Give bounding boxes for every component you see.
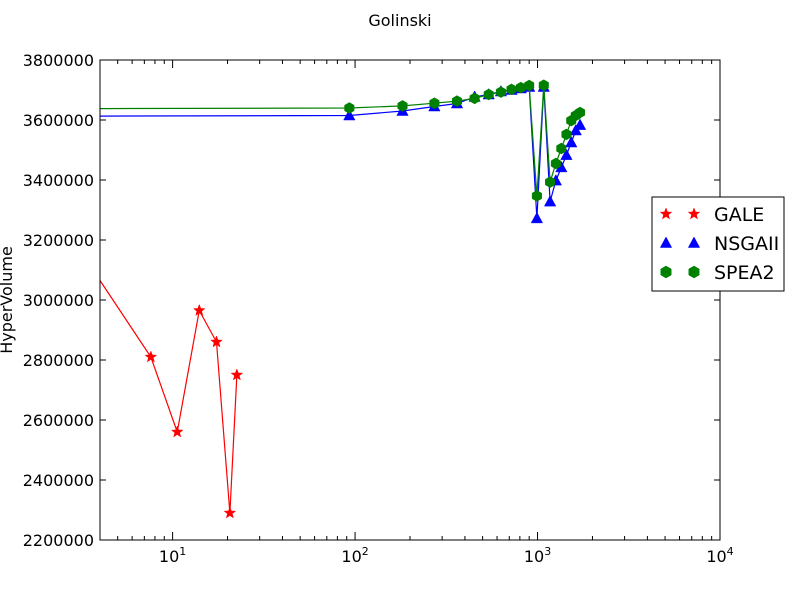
- data-point-nsgaii: [543, 195, 557, 207]
- data-point-spea2: [531, 190, 542, 202]
- x-tick-group: 101 102 103 104: [99, 60, 734, 566]
- chart-title: Golinski: [368, 11, 431, 30]
- y-tick-label: 2600000: [23, 411, 94, 430]
- series-line-nsgaii: [99, 86, 581, 219]
- x-tick-exponent: 1: [179, 545, 186, 558]
- data-point-nsgaii: [573, 118, 587, 130]
- x-tick-base: 10: [341, 547, 361, 566]
- data-point-gale: [210, 335, 223, 348]
- series-spea2: [99, 79, 586, 202]
- series-nsgaii: [99, 80, 587, 224]
- y-tick-label: 3200000: [23, 231, 94, 250]
- x-tick-exponent: 4: [727, 545, 734, 558]
- series-line-gale: [99, 280, 238, 514]
- y-tick-label: 3400000: [23, 171, 94, 190]
- legend-label-gale: GALE: [714, 204, 764, 226]
- data-point-spea2: [429, 97, 440, 109]
- y-tick-label: 2200000: [23, 531, 94, 550]
- legend-entry-spea2: SPEA2: [660, 262, 775, 284]
- series-line-spea2: [99, 84, 581, 196]
- x-tick-base: 10: [524, 547, 544, 566]
- legend-box: [651, 196, 785, 292]
- x-tick-label: 103: [524, 545, 551, 566]
- legend: GALE NSGAII SPEA2: [651, 196, 785, 292]
- data-point-gale: [223, 506, 237, 519]
- data-point-nsgaii: [343, 108, 356, 121]
- series-layer: [99, 79, 587, 519]
- data-point-spea2: [495, 86, 506, 98]
- plot-frame: [99, 59, 721, 541]
- x-tick-label: 104: [706, 545, 733, 566]
- data-point-nsgaii: [565, 135, 578, 148]
- data-point-spea2: [397, 100, 408, 112]
- data-point-gale: [170, 425, 184, 438]
- x-tick-base: 10: [706, 547, 726, 566]
- legend-marker-spea2: [688, 265, 700, 279]
- data-point-spea2: [545, 176, 556, 188]
- legend-marker-nsgaii: [659, 236, 673, 248]
- x-tick-exponent: 3: [544, 545, 551, 558]
- data-point-gale: [230, 368, 244, 381]
- series-gale: [99, 280, 244, 519]
- y-tick-label: 2800000: [23, 351, 94, 370]
- data-point-gale: [192, 303, 206, 316]
- data-point-spea2: [550, 157, 561, 170]
- data-point-spea2: [344, 102, 355, 114]
- data-point-spea2: [506, 83, 517, 96]
- legend-entry-gale: GALE: [659, 204, 764, 226]
- y-axis-label: HyperVolume: [0, 246, 16, 354]
- y-tick-label: 3600000: [23, 111, 94, 130]
- y-tick-group: 2200000 2400000 2600000 2800000 3000000 32000…: [23, 51, 720, 550]
- data-point-spea2: [469, 92, 480, 105]
- data-point-gale: [144, 350, 158, 363]
- legend-label-spea2: SPEA2: [714, 262, 775, 284]
- legend-marker-spea2: [660, 265, 672, 279]
- y-tick-label: 2400000: [23, 471, 94, 490]
- y-tick-label: 3800000: [23, 51, 94, 70]
- legend-marker-nsgaii: [687, 236, 701, 248]
- data-point-nsgaii: [530, 211, 544, 224]
- x-tick-label: 102: [341, 545, 368, 566]
- legend-marker-gale: [659, 207, 673, 220]
- y-tick-label: 3000000: [23, 291, 94, 310]
- data-point-spea2: [575, 106, 586, 119]
- data-point-spea2: [452, 95, 463, 107]
- x-tick-label: 101: [159, 545, 186, 566]
- data-point-spea2: [483, 88, 494, 101]
- data-point-spea2: [524, 79, 535, 92]
- legend-marker-gale: [687, 207, 701, 220]
- legend-label-nsgaii: NSGAII: [714, 233, 779, 255]
- data-point-spea2: [556, 142, 567, 155]
- data-point-nsgaii: [560, 148, 573, 160]
- x-tick-base: 10: [159, 547, 179, 566]
- legend-entry-nsgaii: NSGAII: [659, 233, 779, 255]
- data-point-spea2: [538, 79, 549, 91]
- x-tick-exponent: 2: [362, 545, 369, 558]
- data-point-spea2: [561, 128, 572, 141]
